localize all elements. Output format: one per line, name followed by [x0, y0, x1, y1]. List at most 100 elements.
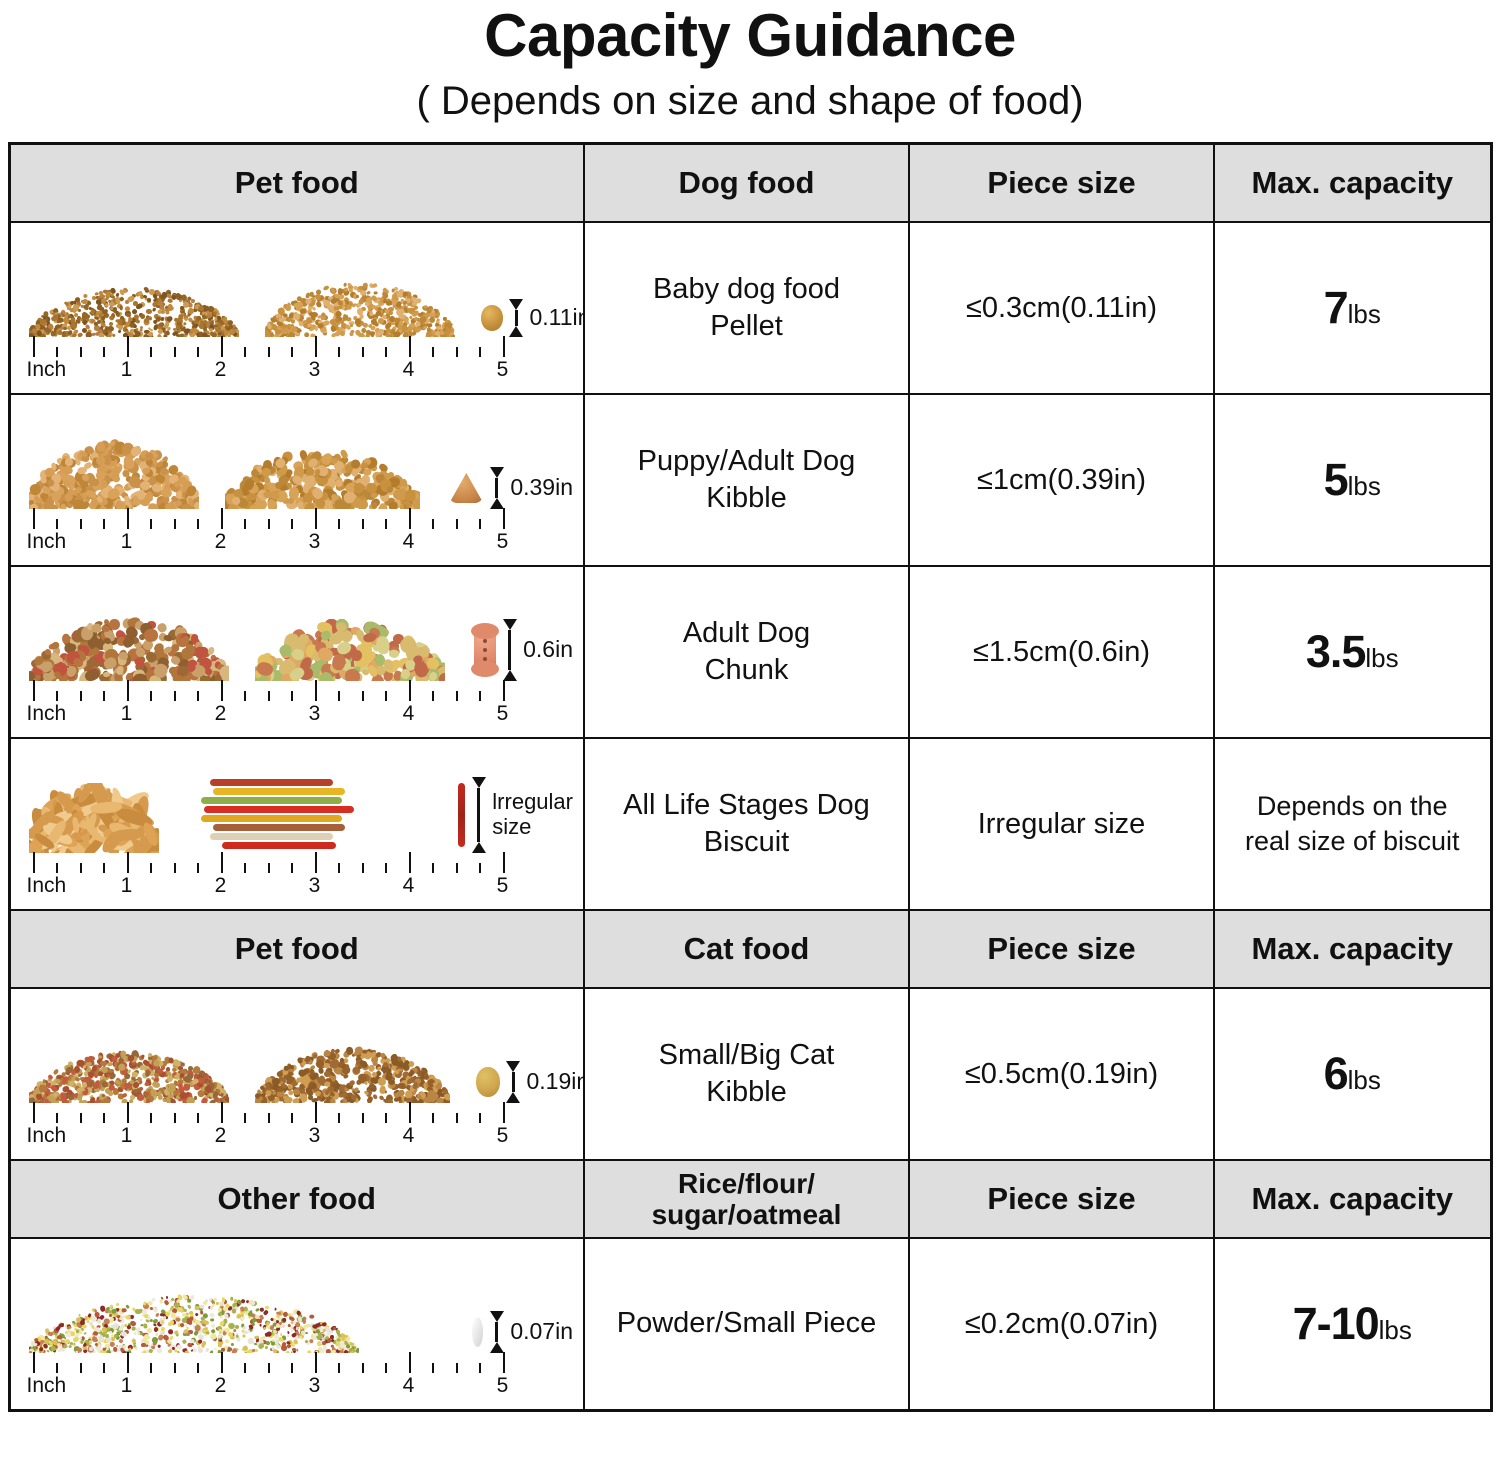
capacity-number: 6 [1323, 1048, 1349, 1099]
header-other-food: Other food [8, 1159, 585, 1239]
dimension-label: 0.19in [526, 1068, 584, 1095]
header-max-capacity: Max. capacity [1213, 142, 1492, 223]
stick-treat-icon [458, 783, 466, 847]
ruler-icon: Inch 1 2 3 4 5 [27, 507, 508, 557]
header-rice-flour: Rice/flour/sugar/oatmeal [583, 1159, 910, 1239]
header-max-capacity: Max. capacity [1213, 909, 1492, 989]
header-max-capacity: Max. capacity [1213, 1159, 1492, 1239]
single-piece-measure: lrregular size [458, 777, 573, 853]
capacity-number: 7-10 [1292, 1298, 1380, 1349]
max-capacity-value: 3.5lbs [1213, 565, 1492, 739]
food-pile-small [264, 279, 455, 337]
piece-size-value: ≤0.2cm(0.07in) [908, 1237, 1215, 1412]
section-header-dog: Pet food Dog food Piece size Max. capaci… [8, 142, 1492, 223]
dimension-label: 0.07in [510, 1318, 573, 1345]
specimen-cell: lrregular size Inch 1 2 3 4 5 [8, 737, 585, 911]
page-subtitle: ( Depends on size and shape of food) [416, 79, 1084, 123]
header-piece-size: Piece size [908, 1159, 1215, 1239]
max-capacity-value: Depends on the real size of biscuit [1213, 737, 1492, 911]
capacity-unit: lbs [1378, 1315, 1412, 1345]
specimen-cell: 0.39in Inch 1 2 3 4 5 [8, 393, 585, 567]
max-capacity-value: 7lbs [1213, 221, 1492, 395]
food-pile-small [254, 1045, 450, 1103]
capacity-unit: lbs [1347, 1065, 1381, 1095]
dried-chicken-pile [28, 783, 159, 853]
piece-size-value: ≤1cm(0.39in) [908, 393, 1215, 567]
title-block: Capacity Guidance ( Depends on size and … [0, 0, 1500, 123]
section-header-other: Other food Rice/flour/sugar/oatmeal Piec… [8, 1159, 1492, 1239]
header-dog-food: Dog food [583, 142, 910, 223]
page-title: Capacity Guidance [484, 2, 1016, 69]
food-name: Adult Dog Chunk [583, 565, 910, 739]
dimension-bar-icon [489, 467, 504, 509]
food-pile-small [224, 447, 420, 509]
dimension-label: lrregular size [492, 789, 573, 839]
piece-size-value: ≤0.5cm(0.19in) [908, 987, 1215, 1161]
capacity-number: 3.5 [1305, 626, 1367, 677]
ruler-icon: Inch 1 2 3 4 5 [27, 679, 508, 729]
single-piece-measure: 0.07in [472, 1311, 573, 1353]
capacity-unit: lbs [1347, 299, 1381, 329]
grain-piece-icon [472, 1317, 484, 1347]
max-capacity-value: 7-10lbs [1213, 1237, 1492, 1412]
ruler-icon: Inch 1 2 3 4 5 [27, 335, 508, 385]
specimen-cell: 0.6in Inch 1 2 3 4 5 [8, 565, 585, 739]
food-pile-large [28, 1049, 229, 1103]
dimension-bar-icon [509, 299, 523, 337]
capacity-number: 7 [1323, 282, 1349, 333]
food-name: All Life Stages Dog Biscuit [583, 737, 910, 911]
single-piece-measure: 0.6in [471, 619, 573, 681]
food-name: Baby dog food Pellet [583, 221, 910, 395]
max-capacity-value: 5lbs [1213, 393, 1492, 567]
kibble-piece-icon [475, 1067, 500, 1097]
capacity-unit: lbs [1365, 643, 1399, 673]
header-pet-food: Pet food [8, 909, 585, 989]
table-row: 0.6in Inch 1 2 3 4 5 Adult Dog Chunk ≤1.5cm(0.… [8, 565, 1492, 739]
header-piece-size: Piece size [908, 909, 1215, 989]
header-piece-size: Piece size [908, 142, 1215, 223]
single-piece-measure: 0.39in [449, 467, 573, 509]
ruler-icon: Inch 1 2 3 4 5 [27, 1101, 508, 1151]
dimension-bar-icon [471, 777, 486, 853]
food-name: Powder/Small Piece [583, 1237, 910, 1412]
food-pile-small [254, 619, 445, 681]
dimension-bar-icon [502, 619, 517, 681]
table-row: 0.39in Inch 1 2 3 4 5 Puppy/Adult Dog Kibble ≤… [8, 393, 1492, 567]
kibble-piece-icon [480, 305, 503, 331]
dimension-label: 0.11in [529, 304, 584, 331]
capacity-number: 5 [1323, 454, 1349, 505]
piece-size-value: ≤0.3cm(0.11in) [908, 221, 1215, 395]
kibble-piece-icon [449, 473, 484, 503]
table-row: 0.19in Inch 1 2 3 4 5 Small/Big Cat Kibble ≤0.… [8, 987, 1492, 1161]
food-pile-large [28, 437, 199, 509]
ruler-icon: Inch 1 2 3 4 5 [27, 1351, 508, 1401]
stick-treats-pile [185, 779, 365, 853]
food-name: Puppy/Adult Dog Kibble [583, 393, 910, 567]
food-pile-large [28, 285, 239, 337]
specimen-cell: 0.07in Inch 1 2 3 4 5 [8, 1237, 585, 1412]
dimension-bar-icon [506, 1061, 520, 1103]
capacity-table: Pet food Dog food Piece size Max. capaci… [7, 142, 1493, 1412]
header-pet-food: Pet food [8, 142, 585, 223]
food-name: Small/Big Cat Kibble [583, 987, 910, 1161]
section-header-cat: Pet food Cat food Piece size Max. capaci… [8, 909, 1492, 989]
piece-size-value: Irregular size [908, 737, 1215, 911]
header-cat-food: Cat food [583, 909, 910, 989]
capacity-note: Depends on the real size of biscuit [1244, 790, 1460, 856]
grain-mix-pile [28, 1291, 359, 1353]
capacity-unit: lbs [1347, 471, 1381, 501]
specimen-cell: 0.19in Inch 1 2 3 4 5 [8, 987, 585, 1161]
max-capacity-value: 6lbs [1213, 987, 1492, 1161]
single-piece-measure: 0.19in [475, 1061, 584, 1103]
dimension-label: 0.39in [510, 474, 573, 501]
food-pile-large [28, 615, 229, 681]
dimension-bar-icon [489, 1311, 504, 1353]
ruler-icon: Inch 1 2 3 4 5 [27, 851, 508, 901]
table-row: 0.07in Inch 1 2 3 4 5 Powder/Small Piece ≤0.2… [8, 1237, 1492, 1412]
single-piece-measure: 0.11in [480, 299, 584, 337]
piece-size-value: ≤1.5cm(0.6in) [908, 565, 1215, 739]
table-row: lrregular size Inch 1 2 3 4 5 All Life Stages … [8, 737, 1492, 911]
dimension-label: 0.6in [523, 636, 573, 663]
